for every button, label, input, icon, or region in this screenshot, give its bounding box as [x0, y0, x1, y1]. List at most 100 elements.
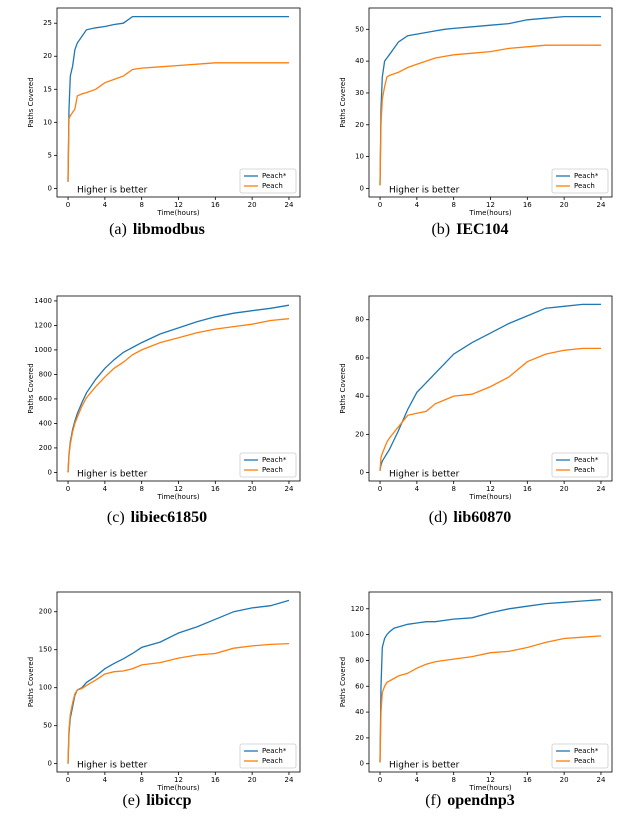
legend-label: Peach: [574, 182, 595, 190]
annotation: Higher is better: [389, 470, 460, 480]
y-tick-label: 40: [355, 708, 364, 716]
y-tick-label: 0: [360, 469, 364, 477]
y-tick-label: 0: [48, 184, 52, 192]
x-tick-label: 20: [560, 776, 569, 784]
y-tick-label: 60: [355, 354, 364, 362]
series-line: [67, 62, 289, 182]
legend-box: [551, 743, 609, 769]
x-tick-label: 8: [139, 776, 143, 784]
x-tick-label: 24: [596, 485, 605, 493]
x-tick-label: 0: [378, 485, 382, 493]
y-tick-label: 30: [355, 89, 364, 97]
caption: (b) IEC104: [431, 221, 508, 238]
series-line: [67, 15, 289, 182]
x-axis-label: Time(hours): [468, 209, 512, 217]
x-tick-label: 16: [211, 776, 220, 784]
y-tick-label: 0: [48, 760, 52, 768]
x-tick-label: 8: [451, 776, 455, 784]
caption-name: libiec61850: [131, 509, 207, 526]
legend-label: Peach*: [574, 456, 599, 464]
x-tick-label: 0: [66, 485, 70, 493]
series-line: [379, 347, 601, 471]
x-tick-label: 4: [103, 485, 108, 493]
legend-box: [239, 452, 297, 478]
legend-box: [239, 743, 297, 769]
y-tick-label: 10: [355, 153, 364, 161]
caption-label: (d): [429, 509, 448, 526]
legend-label: Peach*: [262, 747, 287, 755]
y-tick-label: 600: [39, 395, 52, 403]
x-tick-label: 16: [523, 485, 532, 493]
caption-label: (a): [109, 221, 127, 238]
y-tick-label: 120: [351, 605, 364, 613]
series-line: [379, 44, 601, 186]
x-tick-label: 16: [523, 201, 532, 209]
y-tick-label: 100: [39, 684, 52, 692]
caption-name: libmodbus: [133, 221, 205, 238]
series-line: [67, 599, 290, 764]
y-axis-label: Paths Covered: [339, 77, 347, 127]
caption: (a) libmodbus: [109, 221, 205, 238]
series-line: [67, 304, 290, 473]
y-tick-label: 60: [355, 682, 364, 690]
y-tick-label: 40: [355, 57, 364, 65]
x-tick-label: 8: [451, 201, 455, 209]
x-axis-label: Time(hours): [156, 493, 200, 501]
y-tick-label: 50: [355, 25, 364, 33]
caption-name: libiccp: [146, 792, 191, 809]
x-tick-label: 24: [284, 201, 293, 209]
y-axis-label: Paths Covered: [27, 363, 35, 413]
y-tick-label: 1000: [34, 346, 52, 354]
y-tick-label: 50: [43, 722, 52, 730]
series-line: [67, 318, 290, 473]
caption: (e) libiccp: [122, 792, 191, 809]
y-tick-label: 80: [355, 656, 364, 664]
x-tick-label: 0: [378, 201, 382, 209]
legend-label: Peach*: [574, 747, 599, 755]
y-tick-label: 1400: [34, 297, 52, 305]
x-tick-label: 16: [211, 201, 220, 209]
legend-label: Peach: [262, 757, 283, 765]
y-tick-label: 10: [43, 118, 52, 126]
x-tick-label: 0: [378, 776, 382, 784]
x-tick-label: 24: [284, 776, 293, 784]
legend-box: [239, 168, 297, 194]
caption: (d) lib60870: [429, 509, 511, 526]
y-tick-label: 20: [355, 734, 364, 742]
annotation: Higher is better: [389, 761, 460, 771]
legend-label: Peach*: [574, 172, 599, 180]
legend-label: Peach: [574, 757, 595, 765]
caption: (f) opendnp3: [425, 792, 515, 809]
x-tick-label: 24: [596, 201, 605, 209]
caption-label: (c): [107, 509, 125, 526]
x-tick-label: 20: [248, 201, 257, 209]
legend-label: Peach: [262, 466, 283, 474]
x-tick-label: 8: [139, 485, 143, 493]
y-axis-label: Paths Covered: [339, 657, 347, 707]
series-line: [67, 642, 290, 764]
annotation: Higher is better: [77, 186, 148, 196]
annotation: Higher is better: [389, 186, 460, 196]
x-axis-label: Time(hours): [156, 784, 200, 792]
x-tick-label: 0: [66, 776, 70, 784]
annotation: Higher is better: [77, 761, 148, 771]
series-line: [379, 635, 602, 763]
x-tick-label: 8: [451, 485, 455, 493]
y-tick-label: 0: [360, 760, 364, 768]
x-axis-label: Time(hours): [468, 493, 512, 501]
y-tick-label: 25: [43, 19, 52, 27]
y-tick-label: 40: [355, 392, 364, 400]
x-tick-label: 12: [174, 201, 183, 209]
x-tick-label: 4: [103, 201, 108, 209]
x-tick-label: 24: [284, 485, 293, 493]
y-tick-label: 150: [39, 646, 52, 654]
x-tick-label: 16: [211, 485, 220, 493]
legend-box: [551, 452, 609, 478]
x-tick-label: 12: [486, 201, 495, 209]
caption-label: (b): [431, 221, 450, 238]
caption-label: (e): [122, 792, 140, 809]
caption-name: IEC104: [456, 221, 508, 238]
legend-label: Peach*: [262, 172, 287, 180]
